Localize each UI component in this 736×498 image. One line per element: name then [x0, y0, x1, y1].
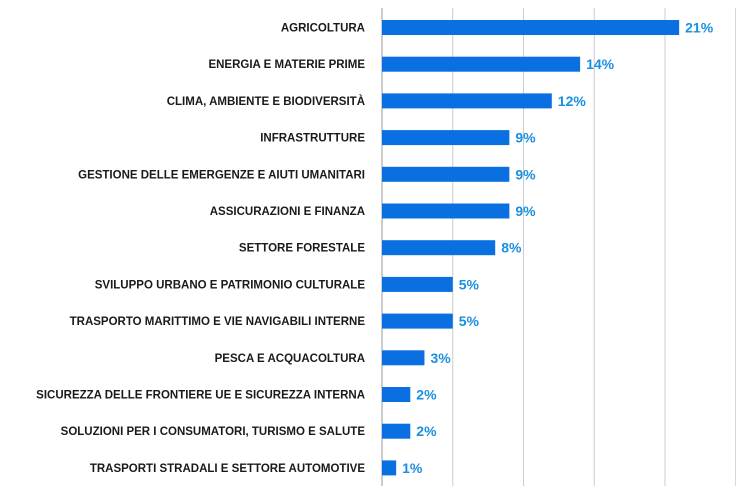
category-label: TRASPORTO MARITTIMO E VIE NAVIGABILI INT… [70, 316, 366, 328]
bar [382, 423, 411, 439]
value-label: 2% [416, 423, 437, 439]
category-label: CLIMA, AMBIENTE E BIODIVERSITÀ [167, 95, 365, 108]
bars [382, 20, 680, 476]
bar [382, 93, 552, 109]
category-label: PESCA E ACQUACOLTURA [215, 353, 365, 365]
category-label: SOLUZIONI PER I CONSUMATORI, TURISMO E S… [61, 426, 366, 438]
bar [382, 350, 425, 366]
bar [382, 460, 397, 476]
category-label: AGRICOLTURA [281, 23, 365, 35]
bar [382, 276, 453, 292]
value-label: 9% [515, 130, 536, 146]
category-label: GESTIONE DELLE EMERGENZE E AIUTI UMANITA… [78, 169, 365, 181]
value-label: 14% [586, 56, 615, 72]
bar [382, 203, 510, 219]
bar [382, 130, 510, 146]
category-label: SVILUPPO URBANO E PATRIMONIO CULTURALE [95, 279, 366, 291]
bar [382, 387, 411, 402]
category-label: ASSICURAZIONI E FINANZA [210, 206, 365, 218]
category-label: SICUREZZA DELLE FRONTIERE UE E SICUREZZA… [36, 390, 365, 402]
value-label: 9% [515, 203, 536, 219]
value-label: 5% [459, 313, 480, 329]
value-labels: 21% 14% 12% 9% 9% 9% 8% 5% 5% 3% 2% 2% 1% [402, 20, 714, 476]
value-label: 21% [685, 20, 714, 36]
category-label: INFRASTRUTTURE [260, 133, 365, 145]
bar [382, 166, 510, 182]
value-label: 5% [459, 276, 480, 292]
bar [382, 56, 581, 72]
value-label: 9% [515, 166, 536, 182]
value-label: 12% [558, 93, 587, 109]
bar [382, 313, 453, 329]
bar [382, 240, 496, 256]
category-label: SETTORE FORESTALE [239, 243, 365, 255]
category-label: ENERGIA E MATERIE PRIME [208, 59, 365, 71]
bar [382, 20, 680, 35]
value-label: 2% [416, 387, 437, 403]
value-label: 8% [501, 240, 522, 256]
value-label: 3% [430, 350, 451, 366]
category-label: TRASPORTI STRADALI E SETTORE AUTOMOTIVE [90, 463, 365, 475]
category-labels: AGRICOLTURA ENERGIA E MATERIE PRIME CLIMA,… [36, 23, 365, 475]
value-label: 1% [402, 460, 423, 476]
